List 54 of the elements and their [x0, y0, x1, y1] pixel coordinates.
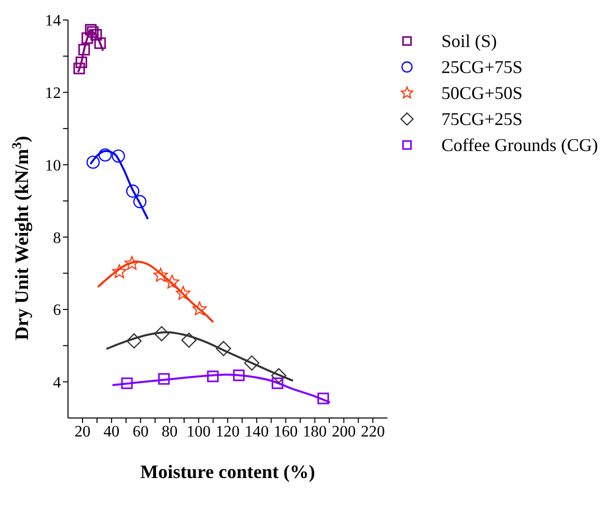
point: [98, 148, 112, 162]
point: [133, 195, 146, 208]
y-tick-label: 4: [53, 374, 61, 392]
point: [84, 24, 97, 36]
point: [192, 302, 207, 316]
point: [272, 377, 284, 390]
x-tick-label: 180: [302, 423, 327, 440]
point: [207, 370, 219, 382]
point: [126, 184, 140, 198]
y-tick-label: 14: [45, 12, 61, 30]
point: [317, 392, 329, 404]
point: [244, 355, 260, 371]
x-tick-label: 120: [216, 423, 240, 440]
point: [86, 156, 100, 169]
x-tick-label: 100: [186, 423, 211, 440]
point: [112, 264, 127, 278]
point: [271, 368, 286, 384]
x-tick-label: 80: [162, 423, 178, 440]
x-tick-label: 140: [244, 423, 269, 440]
legend-label: 25CG+75S: [441, 56, 523, 78]
point: [87, 26, 99, 38]
x-axis-title: Moisture content (%): [140, 462, 316, 483]
point: [154, 326, 170, 342]
point: [176, 286, 190, 300]
y-tick-label: 10: [45, 157, 61, 174]
point: [73, 62, 85, 74]
legend-label: 75CG+25S: [441, 108, 523, 130]
x-tick-label: 20: [74, 423, 91, 440]
point: [82, 32, 94, 44]
point: [94, 37, 106, 49]
point: [78, 44, 90, 56]
point: [164, 274, 180, 289]
point: [124, 256, 140, 270]
legend-label: 50CG+50S: [441, 82, 523, 104]
x-tick-label: 40: [104, 423, 120, 440]
y-tick-label: 8: [53, 230, 61, 247]
point: [153, 268, 168, 282]
y-tick-label: 6: [53, 302, 61, 320]
point: [216, 340, 232, 356]
point: [181, 332, 197, 348]
x-tick-label: 160: [274, 423, 298, 440]
point: [158, 373, 170, 385]
point: [233, 370, 245, 382]
x-tick-label: 200: [332, 423, 356, 440]
point: [76, 56, 88, 68]
y-tick-label: 12: [45, 85, 61, 102]
x-tick-label: 220: [360, 423, 385, 440]
x-tick-label: 60: [132, 423, 149, 440]
point: [112, 149, 125, 163]
legend-label: Soil (S): [441, 30, 497, 52]
point: [121, 377, 133, 390]
point: [126, 333, 142, 349]
point: [90, 29, 102, 41]
legend-label: Coffee Grounds (CG): [441, 134, 598, 156]
